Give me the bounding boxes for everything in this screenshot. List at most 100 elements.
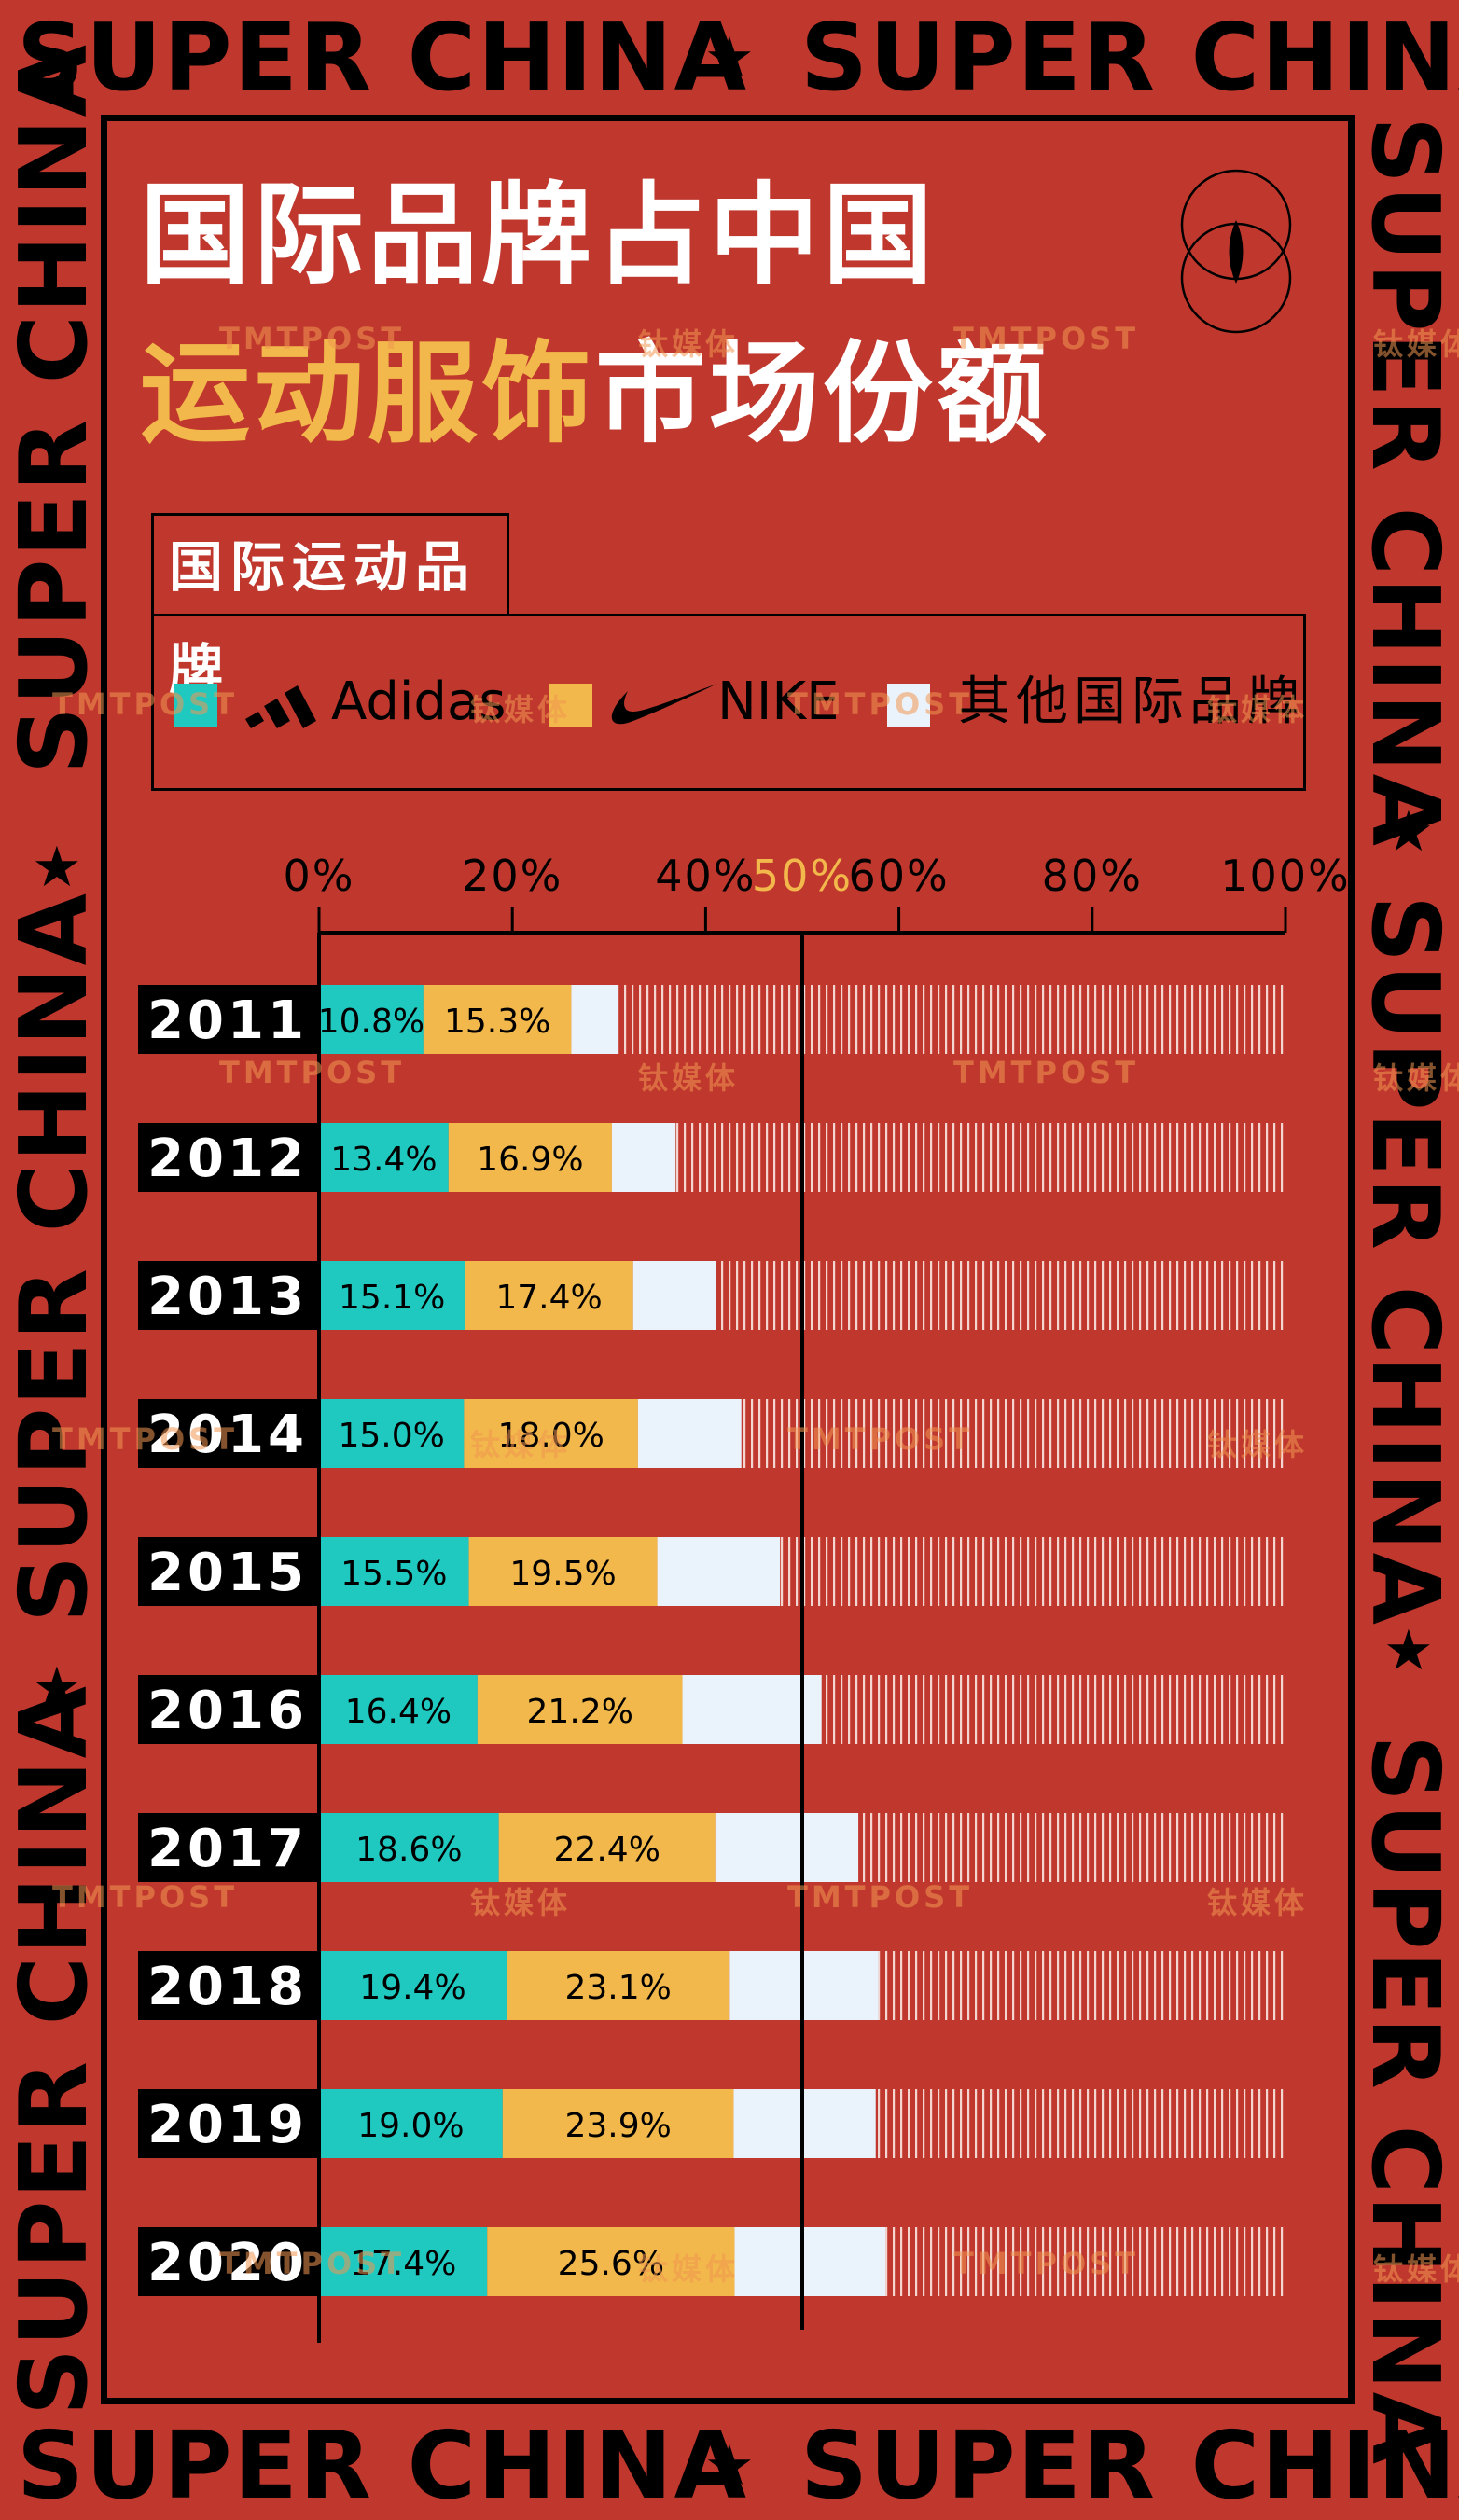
data-label-nike: 23.1%	[564, 1969, 671, 2007]
watermark: 钛媒体	[1207, 692, 1309, 727]
frame-bottom-left: SUPER CHINA	[17, 2411, 749, 2520]
title-line-2: 运动服饰市场份额	[140, 339, 1050, 449]
data-label-nike: 17.4%	[495, 1279, 602, 1317]
year-label: 2013	[147, 1267, 308, 1327]
year-label-box	[138, 985, 319, 1054]
year-label: 2012	[147, 1128, 308, 1189]
year-label-box	[138, 1813, 319, 1882]
bar-segment-adidas	[319, 1951, 507, 2020]
bar-segment-nike	[477, 1675, 683, 1744]
inner-frame	[101, 115, 1355, 2404]
legend-swatch-adidas	[174, 684, 217, 727]
legend-label-adidas: Adidas	[331, 672, 507, 732]
data-label-nike: 22.4%	[554, 1831, 660, 1869]
bar-remainder	[885, 2227, 1285, 2296]
bar-segment-adidas	[319, 1261, 465, 1330]
title-highlight: 运动服饰	[140, 329, 596, 458]
year-label: 2020	[147, 2233, 308, 2293]
bar-segment-other	[734, 2227, 886, 2296]
year-label: 2018	[147, 1957, 308, 2017]
frame-star-icon: ★	[704, 25, 755, 90]
bar-segment-other	[637, 1399, 742, 1468]
year-label-box	[138, 1123, 319, 1192]
watermark: TMTPOST	[52, 1421, 239, 1457]
data-label-adidas: 15.0%	[339, 1417, 445, 1455]
data-label-nike: 23.9%	[564, 2107, 671, 2145]
bar-remainder	[716, 1261, 1285, 1330]
bar-segment-adidas	[319, 2227, 488, 2296]
data-label-adidas: 10.8%	[318, 1003, 424, 1041]
year-label: 2017	[147, 1819, 308, 1879]
bar-segment-other	[682, 1675, 822, 1744]
x-tick-label: 0%	[284, 851, 355, 901]
legend: Adidas NIKE 其他国际品牌	[151, 614, 1306, 791]
year-label: 2014	[147, 1405, 308, 1465]
year-label-box	[138, 2227, 319, 2296]
watermark: 钛媒体	[470, 1427, 572, 1462]
data-label-adidas: 19.0%	[357, 2107, 464, 2145]
bar-segment-other	[632, 1261, 716, 1330]
bar-remainder	[780, 1537, 1285, 1606]
frame-star-icon: ★	[1383, 1618, 1434, 1683]
data-label-nike: 16.9%	[477, 1141, 583, 1179]
data-label-adidas: 15.5%	[340, 1555, 447, 1593]
bar-segment-other	[715, 1813, 859, 1882]
bar-segment-adidas	[319, 1399, 465, 1468]
bar-segment-nike	[464, 1399, 638, 1468]
watermark: TMTPOST	[219, 2246, 406, 2281]
year-label: 2019	[147, 2095, 308, 2155]
year-label-box	[138, 1537, 319, 1606]
title-line-1: 国际品牌占中国	[140, 171, 938, 299]
watermark: 钛媒体	[638, 326, 740, 362]
watermark: TMTPOST	[219, 1055, 406, 1090]
bar-segment-adidas	[319, 985, 424, 1054]
watermark: 钛媒体	[1207, 1885, 1309, 1920]
frame-star-icon: ★	[704, 2433, 755, 2499]
watermark: TMTPOST	[787, 686, 974, 722]
bar-remainder	[618, 985, 1285, 1054]
bar-remainder	[741, 1399, 1285, 1468]
frame-top-left: SUPER CHINA	[17, 3, 749, 112]
watermark: TMTPOST	[953, 2246, 1140, 2281]
watermark: 钛媒体	[470, 1885, 572, 1920]
bar-remainder	[875, 2089, 1285, 2158]
watermark: TMTPOST	[953, 1055, 1140, 1090]
bar-segment-nike	[465, 1261, 633, 1330]
bar-segment-adidas	[319, 1813, 499, 1882]
watermark: TMTPOST	[787, 1421, 974, 1457]
bar-segment-nike	[468, 1537, 658, 1606]
watermark: TMTPOST	[219, 321, 406, 356]
data-label-adidas: 17.4%	[350, 2245, 456, 2283]
bar-segment-other	[611, 1123, 676, 1192]
bar-segment-nike	[502, 2089, 734, 2158]
watermark: TMTPOST	[953, 321, 1140, 356]
legend-label-nike: NIKE	[717, 672, 840, 732]
bar-segment-nike	[448, 1123, 612, 1192]
data-label-adidas: 19.4%	[359, 1969, 465, 2007]
frame-bottom-right: SUPER CHINA	[800, 2411, 1459, 2520]
x-tick-label: 20%	[462, 851, 563, 901]
year-label-box	[138, 1261, 319, 1330]
data-label-adidas: 13.4%	[330, 1141, 437, 1179]
reference-line-label: 50%	[752, 851, 853, 901]
watermark: TMTPOST	[52, 686, 239, 722]
bar-remainder	[675, 1123, 1285, 1192]
watermark: 钛媒体	[470, 692, 572, 727]
data-label-adidas: 15.1%	[339, 1279, 445, 1317]
legend-swatch-other	[887, 684, 930, 727]
year-label-box	[138, 1675, 319, 1744]
data-label-adidas: 18.6%	[355, 1831, 462, 1869]
year-label-box	[138, 2089, 319, 2158]
bar-segment-adidas	[319, 2089, 503, 2158]
year-label-box	[138, 1951, 319, 2020]
data-label-nike: 18.0%	[497, 1417, 604, 1455]
eye-emblem-icon	[1180, 169, 1292, 334]
bar-segment-adidas	[319, 1675, 478, 1744]
data-label-nike: 15.3%	[444, 1003, 550, 1041]
legend-label-other: 其他国际品牌	[958, 672, 1305, 732]
watermark: 钛媒体	[638, 2251, 740, 2287]
frame-top-right: SUPER CHINA	[800, 3, 1459, 112]
bar-remainder	[821, 1675, 1285, 1744]
adidas-logo-icon	[245, 685, 316, 728]
